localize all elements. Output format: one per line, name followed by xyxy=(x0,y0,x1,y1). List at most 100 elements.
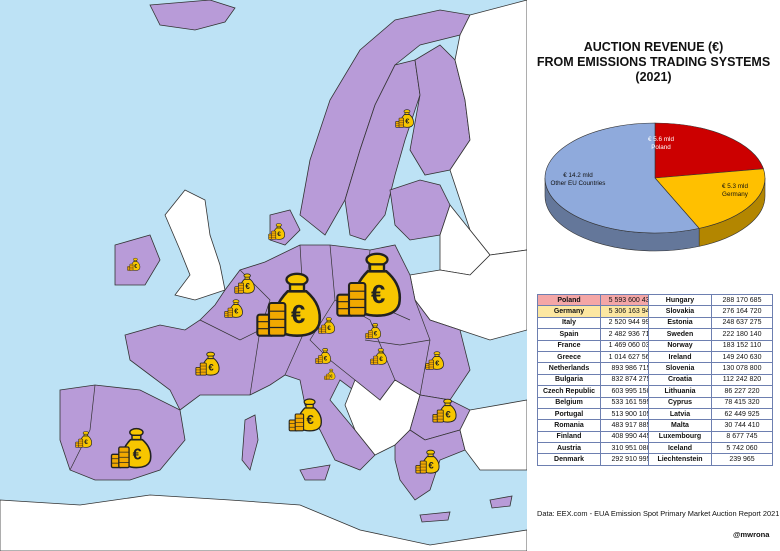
money-bag-germany xyxy=(255,268,325,338)
money-bag-hungary xyxy=(370,347,388,365)
title-line-1: AUCTION REVENUE (€) xyxy=(583,40,724,54)
table-row: Liechtenstein 239 965 xyxy=(648,453,773,466)
table-row: Luxembourg 8 677 745 xyxy=(648,430,773,444)
revenue-table-right: Hungary 288 170 685 Slovakia 276 164 720 Est… xyxy=(648,293,773,466)
table-row: Portugal 513 900 105 xyxy=(537,407,662,421)
corsica-sardinia xyxy=(241,414,259,471)
country-name-cell: Luxembourg xyxy=(648,430,712,444)
country-name-cell: Estonia xyxy=(648,316,712,330)
north-africa xyxy=(0,494,528,551)
money-bag-slovenia xyxy=(324,368,336,380)
sicily xyxy=(299,464,331,481)
table-row: Slovakia 276 164 720 xyxy=(648,305,773,318)
table-row: Austria 310 951 080 xyxy=(537,442,662,455)
title-line-2: FROM EMISSIONS TRADING SYSTEMS xyxy=(536,55,771,69)
country-name-cell: Norway xyxy=(648,339,712,352)
table-row: Sweden 222 180 140 xyxy=(648,328,773,341)
revenue-value-cell: 288 170 685 xyxy=(711,293,773,307)
country-name-cell: Finland xyxy=(537,430,601,444)
table-row: Croatia 112 242 820 xyxy=(648,373,773,387)
money-bag-italy xyxy=(288,396,324,432)
table-row: Spain 2 482 936 710 xyxy=(537,328,662,341)
table-row: Denmark 292 910 995 xyxy=(537,453,662,466)
author-credit: @mwrona xyxy=(733,530,770,539)
pie-label-other-name: Other EU Countries xyxy=(550,179,606,187)
revenue-value-cell: 86 227 220 xyxy=(711,385,773,398)
pie-slice-other-eu-countries xyxy=(544,122,700,234)
revenue-value-cell: 112 242 820 xyxy=(711,373,773,387)
revenue-value-cell: 130 078 800 xyxy=(711,362,773,375)
table-row: France 1 469 060 030 xyxy=(537,339,662,352)
country-name-cell: Belgium xyxy=(537,396,601,409)
revenue-value-cell: 8 677 745 xyxy=(711,430,773,444)
country-name-cell: Malta xyxy=(648,419,712,432)
table-row: Netherlands 893 986 715 xyxy=(537,362,662,375)
pie-label-poland-value: € 5.6 mld xyxy=(648,136,674,143)
table-row: Romania 483 917 885 xyxy=(537,419,662,432)
money-bag-czech-republic xyxy=(318,316,336,334)
revenue-value-cell: 149 240 630 xyxy=(711,350,773,364)
country-name-cell: Bulgaria xyxy=(537,373,601,387)
country-name-cell: Latvia xyxy=(648,407,712,421)
country-name-cell: Portugal xyxy=(537,407,601,421)
country-name-cell: Iceland xyxy=(648,442,712,455)
table-row: Latvia 62 449 925 xyxy=(648,407,773,421)
table-row: Belgium 533 161 595 xyxy=(537,396,662,409)
money-bag-france xyxy=(195,350,221,376)
table-row: Ireland 149 240 630 xyxy=(648,350,773,364)
cyprus xyxy=(489,495,513,509)
source-note: Data: EEX.com - EUA Emission Spot Primar… xyxy=(537,509,780,518)
pie-label-other-value: € 14.2 mld xyxy=(563,172,593,179)
money-bag-austria xyxy=(315,347,332,364)
country-name-cell: Austria xyxy=(537,442,601,455)
pie-label-poland: € 5.6 mld Poland xyxy=(636,136,686,151)
table-row: Czech Republic 603 995 150 xyxy=(537,385,662,398)
pie-label-other: € 14.2 mld Other EU Countries xyxy=(543,172,613,187)
table-row: Iceland 5 742 060 xyxy=(648,442,773,455)
country-name-cell: Slovenia xyxy=(648,362,712,375)
country-name-cell: Czech Republic xyxy=(537,385,601,398)
iberia xyxy=(59,384,186,481)
country-name-cell: Sweden xyxy=(648,328,712,341)
country-name-cell: Germany xyxy=(537,305,601,318)
money-bag-greece xyxy=(415,448,441,474)
pie-label-poland-name: Poland xyxy=(651,143,671,151)
revenue-value-cell: 62 449 925 xyxy=(711,407,773,421)
country-name-cell: France xyxy=(537,339,601,352)
money-bag-finland xyxy=(395,108,415,128)
crete xyxy=(419,511,451,523)
revenue-table-left: Poland 5 593 600 435 Germany 5 306 163 940 I… xyxy=(537,293,662,466)
pie-slice-poland xyxy=(654,122,764,179)
money-bag-denmark xyxy=(268,222,286,240)
money-bag-netherlands xyxy=(234,272,256,294)
money-bag-spain xyxy=(110,425,154,469)
country-name-cell: Slovakia xyxy=(648,305,712,318)
table-row: Malta 30 744 410 xyxy=(648,419,773,432)
country-name-cell: Lithuania xyxy=(648,385,712,398)
table-row: Germany 5 306 163 940 xyxy=(537,305,662,318)
table-row: Greece 1 014 627 560 xyxy=(537,350,662,364)
money-bag-slovakia xyxy=(365,322,382,339)
table-row: Cyprus 78 415 320 xyxy=(648,396,773,409)
money-bag-romania xyxy=(425,350,445,370)
money-bag-belgium xyxy=(224,298,244,318)
country-name-cell: Greece xyxy=(537,350,601,364)
country-name-cell: Italy xyxy=(537,316,601,330)
revenue-value-cell: 30 744 410 xyxy=(711,419,773,432)
country-name-cell: Croatia xyxy=(648,373,712,387)
table-row: Estonia 248 637 275 xyxy=(648,316,773,330)
pie-label-germany-name: Germany xyxy=(722,190,748,198)
country-name-cell: Poland xyxy=(537,293,601,307)
table-row: Bulgaria 832 874 275 xyxy=(537,373,662,387)
country-name-cell: Ireland xyxy=(648,350,712,364)
money-bag-portugal xyxy=(75,430,93,448)
pie-label-germany-value: € 5.3 mld xyxy=(722,183,748,190)
country-name-cell: Cyprus xyxy=(648,396,712,409)
money-bag-ireland xyxy=(127,257,141,271)
country-name-cell: Denmark xyxy=(537,453,601,466)
table-row: Poland 5 593 600 435 xyxy=(537,293,662,307)
revenue-value-cell: 222 180 140 xyxy=(711,328,773,341)
country-name-cell: Hungary xyxy=(648,293,712,307)
table-row: Lithuania 86 227 220 xyxy=(648,385,773,398)
